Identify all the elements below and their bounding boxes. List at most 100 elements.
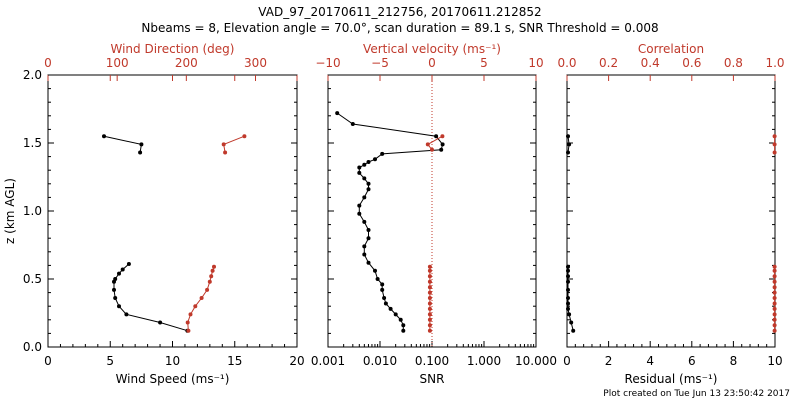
y-axis-label: z (km AGL) (3, 178, 17, 244)
data-point-middle-bottom (373, 157, 377, 162)
data-point-right-top (772, 142, 777, 147)
data-point-right-bottom (566, 268, 570, 273)
data-point-right-bottom (566, 134, 570, 139)
data-point-left-top (209, 274, 214, 279)
data-point-middle-top (427, 317, 432, 322)
data-point-right-top (772, 279, 777, 284)
data-point-left-top (212, 264, 216, 269)
plot-footer: Plot created on Tue Jun 13 23:50:42 2017 (603, 389, 790, 399)
data-point-middle-bottom (366, 236, 371, 241)
data-point-middle-top (427, 312, 432, 317)
x2-tick-label-left: 200 (175, 56, 198, 70)
data-point-middle-bottom (401, 323, 406, 328)
data-point-left-bottom (120, 267, 125, 272)
x2-tick-label-left: 100 (106, 56, 129, 70)
data-point-middle-top (427, 274, 432, 279)
data-point-middle-top (427, 268, 432, 273)
x2-tick-label-right: 0.2 (599, 56, 618, 70)
data-point-middle-bottom (366, 260, 371, 265)
x2-tick-label-middle: 5 (480, 56, 488, 70)
data-point-left-top (199, 296, 204, 300)
x-tick-label-right: 4 (646, 354, 654, 368)
data-point-right-top (772, 134, 777, 139)
data-point-left-bottom (112, 287, 116, 292)
data-point-middle-bottom (366, 228, 371, 232)
figure-title-line1: VAD_97_20170611_212756, 20170611.212852 (258, 5, 541, 19)
data-point-left-bottom (126, 262, 131, 266)
data-point-middle-bottom (357, 211, 362, 216)
x2-tick-label-middle: 0 (428, 56, 436, 70)
data-point-right-bottom (567, 142, 572, 147)
y-tick-label: 0.5 (23, 272, 42, 286)
x2-axis-label-middle: Vertical velocity (ms⁻¹) (363, 42, 501, 56)
data-point-left-top (210, 268, 215, 273)
x2-tick-label-right: 0.4 (641, 56, 660, 70)
data-point-right-top (772, 285, 777, 290)
data-point-middle-top (427, 328, 432, 333)
data-point-right-top (772, 290, 777, 295)
data-point-left-top (185, 320, 190, 325)
data-point-middle-bottom (366, 160, 371, 164)
data-point-right-top (772, 323, 777, 328)
x2-tick-label-left: 0 (44, 56, 52, 70)
data-point-middle-top (425, 142, 430, 147)
x-tick-label-middle: 10.000 (515, 354, 557, 368)
data-point-left-bottom (113, 296, 118, 300)
data-point-right-bottom (566, 150, 570, 155)
x2-tick-label-right: 0.6 (682, 56, 701, 70)
y-tick-label: 0.0 (23, 340, 42, 354)
data-point-left-bottom (102, 134, 106, 139)
x2-tick-label-middle: −10 (315, 56, 340, 70)
data-point-right-top (772, 150, 777, 155)
data-point-left-bottom (139, 142, 144, 147)
plot-frame-right (566, 74, 776, 348)
x2-tick-label-middle: −5 (371, 56, 389, 70)
data-point-right-bottom (569, 320, 574, 325)
series-line-left-top-1 (187, 266, 215, 331)
data-point-middle-bottom (380, 282, 385, 287)
data-point-right-bottom (566, 296, 570, 300)
data-point-right-top (772, 328, 777, 333)
data-point-left-top (223, 150, 228, 155)
data-point-middle-bottom (362, 219, 367, 224)
x-tick-label-right: 0 (563, 354, 571, 368)
data-point-middle-bottom (375, 277, 380, 281)
x2-tick-label-right: 0.8 (724, 56, 743, 70)
data-point-left-top (207, 279, 212, 284)
x-axis-label-middle: SNR (420, 372, 445, 386)
data-point-right-bottom (566, 274, 570, 279)
data-point-left-bottom (117, 271, 121, 276)
data-point-left-top (186, 328, 191, 333)
x-axis-label-left: Wind Speed (ms⁻¹) (116, 372, 230, 386)
data-point-middle-bottom (380, 151, 385, 156)
x-tick-label-left: 20 (289, 354, 304, 368)
data-point-right-bottom (566, 264, 570, 269)
data-point-middle-top (427, 279, 432, 284)
x-tick-label-middle: 0.010 (363, 354, 397, 368)
series-line-left-bottom-1 (113, 263, 188, 332)
data-point-middle-bottom (398, 317, 403, 322)
data-point-left-top (242, 134, 247, 139)
x-tick-label-middle: 0.100 (415, 354, 449, 368)
data-point-left-bottom (113, 277, 118, 281)
data-point-right-bottom (566, 301, 570, 306)
data-point-middle-bottom (357, 203, 362, 208)
data-point-middle-bottom (362, 195, 367, 200)
data-point-middle-top (427, 290, 432, 295)
data-point-middle-bottom (401, 328, 406, 333)
data-point-middle-bottom (440, 142, 445, 147)
series-line-left-bottom-0 (103, 135, 142, 153)
data-point-middle-top (427, 264, 432, 269)
x2-tick-label-left: 300 (244, 56, 267, 70)
data-point-right-top (772, 296, 777, 300)
data-point-middle-top (430, 147, 434, 152)
data-point-middle-bottom (366, 181, 371, 186)
data-point-left-bottom (158, 320, 163, 325)
figure-title-line2: Nbeams = 8, Elevation angle = 70.0°, sca… (141, 21, 658, 35)
y-tick-label: 1.5 (23, 136, 42, 150)
data-point-middle-bottom (439, 147, 444, 152)
data-point-middle-top (427, 301, 432, 306)
x2-axis-label-left: Wind Direction (deg) (111, 42, 235, 56)
data-point-right-top (772, 306, 777, 311)
